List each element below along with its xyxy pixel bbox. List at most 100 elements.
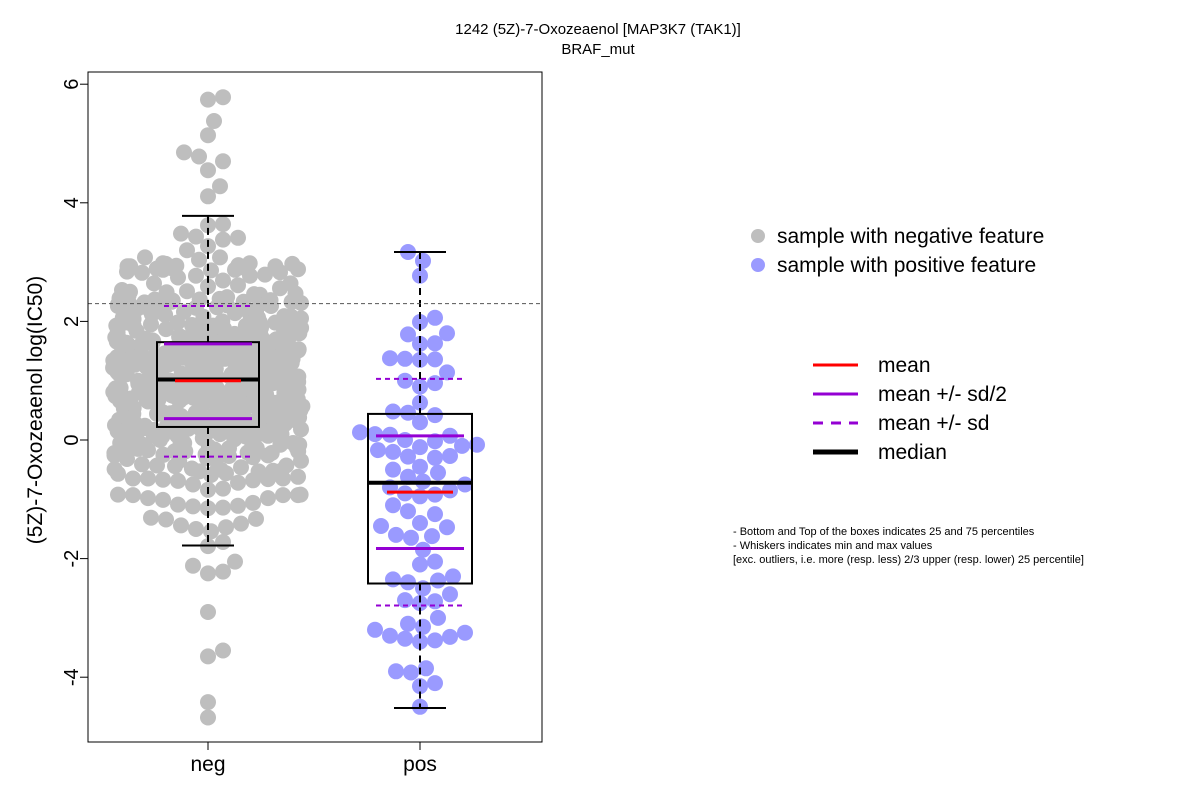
neg-sample-point [276,308,292,324]
neg-sample-point [203,262,219,278]
pos-sample-point [457,625,473,641]
pos-sample-point [388,527,404,543]
y-tick-label: 4 [61,197,83,208]
footnote: - Bottom and Top of the boxes indicates … [733,526,1035,538]
pos-sample-point [385,571,401,587]
pos-sample-point [403,665,419,681]
neg-sample-point [179,242,195,258]
pos-sample-point [439,519,455,535]
neg-sample-point [218,519,234,535]
x-tick-label-pos: pos [403,753,437,776]
pos-sample-point [385,444,401,460]
pos-sample-point [427,506,443,522]
pos-sample-point [439,325,455,341]
pos-sample-point [388,663,404,679]
neg-sample-point [215,89,231,105]
x-tick-label-neg: neg [190,753,225,776]
y-tick-label: -2 [61,550,83,568]
footnote: [exc. outliers, i.e. more (resp. less) 2… [733,554,1084,566]
neg-sample-point [251,463,267,479]
neg-sample-point [155,255,171,271]
neg-sample-point [212,178,228,194]
pos-sample-point [397,631,413,647]
pos-sample-point [382,628,398,644]
neg-sample-point [188,268,204,284]
neg-sample-point [176,144,192,160]
pos-sample-point [397,351,413,367]
pos-sample-point [415,253,431,269]
pos-sample-point [427,310,443,326]
neg-sample-point [206,113,222,129]
neg-sample-point [227,554,243,570]
neg-sample-point [267,258,283,274]
legend-line-label: mean [878,354,931,377]
neg-sample-point [110,487,126,503]
neg-sample-point [215,643,231,659]
neg-sample-point [143,510,159,526]
neg-sample-point [215,481,231,497]
y-tick-label: 2 [61,316,83,327]
neg-sample-point [188,229,204,245]
neg-sample-point [125,471,141,487]
pos-sample-point [442,586,458,602]
neg-sample-point [200,565,216,581]
neg-sample-point [230,498,246,514]
pos-sample-point [367,426,383,442]
neg-sample-point [120,258,136,274]
legend-point-label: sample with negative feature [777,225,1044,248]
y-tick-label: 6 [61,79,83,90]
pos-sample-point [367,622,383,638]
chart-subtitle: BRAF_mut [561,41,635,58]
pos-sample-point [427,554,443,570]
neg-sample-point [275,487,291,503]
neg-sample-point [233,516,249,532]
neg-sample-point [203,523,219,539]
neg-sample-point [248,511,264,527]
pos-sample-point [427,675,443,691]
pos-sample-point [373,518,389,534]
neg-sample-point [290,469,306,485]
pos-sample-point [427,593,443,609]
neg-sample-point [215,153,231,169]
pos-sample-point [397,373,413,389]
neg-sample-point [219,289,235,305]
pos-sample-point [400,503,416,519]
neg-sample-point [200,694,216,710]
pos-sample-point [427,407,443,423]
pos-sample-point [412,439,428,455]
pos-sample-point [415,619,431,635]
neg-sample-point [260,490,276,506]
pos-sample-point [427,632,443,648]
neg-sample-point [212,249,228,265]
pos-sample-point [400,574,416,590]
pos-sample-point [400,326,416,342]
neg-sample-point [200,710,216,726]
neg-sample-point [191,149,207,165]
pos-sample-point [412,515,428,531]
pos-sample-point [427,487,443,503]
neg-sample-point [155,472,171,488]
neg-sample-point [107,461,123,477]
pos-sample-point [442,629,458,645]
y-axis-label: (5Z)-7-Oxozeaenol log(IC50) [24,276,47,544]
pos-sample-point [382,350,398,366]
footnote: - Whiskers indicates min and max values [733,540,933,552]
pos-sample-point [427,375,443,391]
pos-sample-point [430,610,446,626]
pos-sample-point [445,568,461,584]
neg-sample-point [230,230,246,246]
legend-line-label: mean +/- sd/2 [878,383,1007,406]
neg-sample-point [215,232,231,248]
neg-sample-point [140,490,156,506]
pos-sample-point [424,528,440,544]
neg-sample-point [140,471,156,487]
chart: 1242 (5Z)-7-Oxozeaenol [MAP3K7 (TAK1)] B… [0,0,1200,800]
pos-sample-point [352,424,368,440]
neg-sample-point [155,492,171,508]
pos-sample-point [427,450,443,466]
neg-sample-point [215,500,231,516]
neg-sample-point [170,473,186,489]
neg-sample-point [114,282,130,298]
y-tick-label: -4 [61,668,83,686]
neg-sample-point [170,497,186,513]
